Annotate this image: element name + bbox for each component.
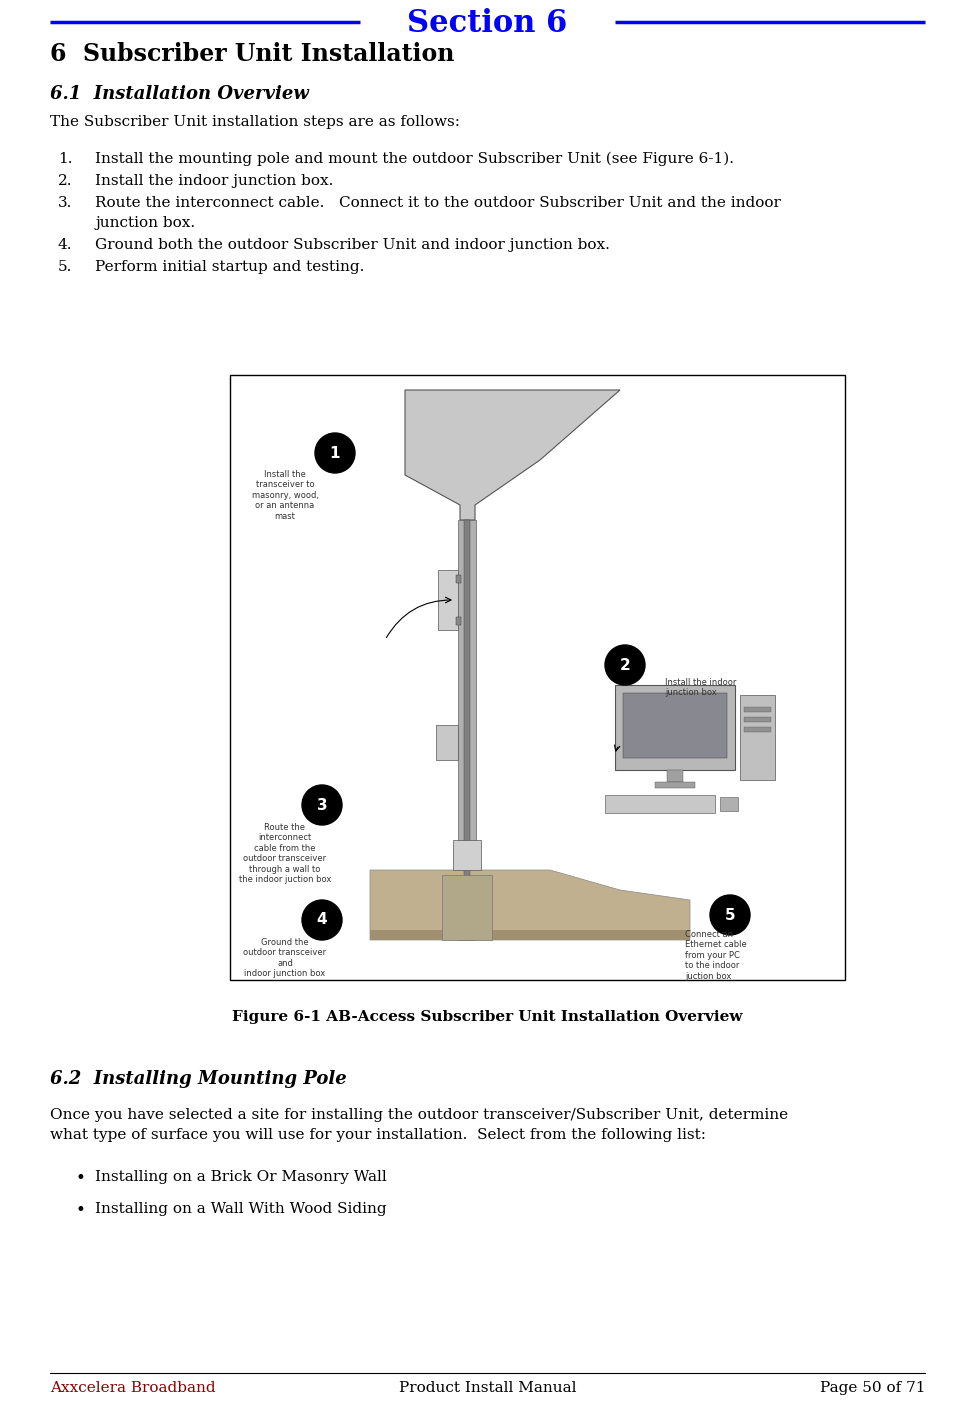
Bar [456, 617, 461, 625]
Text: 6.2  Installing Mounting Pole: 6.2 Installing Mounting Pole [50, 1070, 347, 1088]
Polygon shape [370, 930, 690, 940]
Text: Route the interconnect cable.   Connect it to the outdoor Subscriber Unit and th: Route the interconnect cable. Connect it… [95, 197, 781, 209]
Text: Installing on a Brick Or Masonry Wall: Installing on a Brick Or Masonry Wall [95, 1170, 387, 1184]
Text: 4: 4 [317, 913, 328, 927]
Bar [740, 695, 775, 780]
Text: Figure 6-1 AB-Access Subscriber Unit Installation Overview: Figure 6-1 AB-Access Subscriber Unit Ins… [232, 1010, 743, 1024]
Bar [605, 795, 715, 814]
Bar [615, 685, 735, 770]
Text: 4.: 4. [58, 238, 72, 252]
Bar [623, 693, 727, 758]
Text: Ground the
outdoor transceiver
and
indoor junction box: Ground the outdoor transceiver and indoo… [244, 938, 327, 978]
Text: •: • [75, 1170, 85, 1187]
Bar [230, 375, 845, 981]
Text: 6  Subscriber Unit Installation: 6 Subscriber Unit Installation [50, 42, 454, 67]
Text: Install the mounting pole and mount the outdoor Subscriber Unit (see Figure 6-1): Install the mounting pole and mount the … [95, 151, 734, 167]
Text: 6.1  Installation Overview: 6.1 Installation Overview [50, 85, 309, 103]
Bar [464, 519, 470, 940]
Polygon shape [370, 870, 690, 940]
Text: Ground both the outdoor Subscriber Unit and indoor junction box.: Ground both the outdoor Subscriber Unit … [95, 238, 610, 252]
Polygon shape [405, 391, 620, 519]
Text: 2: 2 [620, 658, 631, 672]
Bar [667, 770, 683, 782]
Text: Install the indoor junction box.: Install the indoor junction box. [95, 174, 333, 188]
Text: Once you have selected a site for installing the outdoor transceiver/Subscriber : Once you have selected a site for instal… [50, 1108, 788, 1122]
Circle shape [605, 645, 645, 685]
Bar [744, 717, 771, 722]
Text: Install the indoor
junction box: Install the indoor junction box [665, 678, 736, 698]
Bar [456, 574, 461, 583]
Bar [458, 519, 476, 940]
Bar [655, 782, 695, 788]
Text: 5.: 5. [58, 260, 72, 275]
Bar [744, 727, 771, 732]
Circle shape [710, 896, 750, 935]
Text: junction box.: junction box. [95, 216, 195, 231]
Bar [720, 797, 738, 811]
Text: what type of surface you will use for your installation.  Select from the follow: what type of surface you will use for yo… [50, 1128, 706, 1142]
Text: Connect an
Ethernet cable
from your PC
to the indoor
juction box: Connect an Ethernet cable from your PC t… [685, 930, 747, 981]
Text: The Subscriber Unit installation steps are as follows:: The Subscriber Unit installation steps a… [50, 115, 460, 129]
Text: Install the
transceiver to
masonry, wood,
or an antenna
mast: Install the transceiver to masonry, wood… [252, 470, 319, 521]
Text: •: • [75, 1201, 85, 1218]
Bar [453, 841, 481, 870]
Circle shape [302, 785, 342, 825]
Polygon shape [442, 874, 492, 940]
Text: Perform initial startup and testing.: Perform initial startup and testing. [95, 260, 365, 275]
Text: Route the
interconnect
cable from the
outdoor transceiver
through a wall to
the : Route the interconnect cable from the ou… [239, 824, 332, 884]
Text: Installing on a Wall With Wood Siding: Installing on a Wall With Wood Siding [95, 1201, 387, 1215]
Circle shape [302, 900, 342, 940]
Text: Product Install Manual: Product Install Manual [399, 1381, 576, 1395]
Bar [436, 724, 458, 760]
Text: 1: 1 [330, 446, 340, 460]
Circle shape [315, 433, 355, 473]
Text: 2.: 2. [58, 174, 72, 188]
Bar [744, 708, 771, 712]
Text: Axxcelera Broadband: Axxcelera Broadband [50, 1381, 215, 1395]
Text: 3: 3 [317, 798, 328, 812]
Text: 5: 5 [724, 907, 735, 923]
Text: 1.: 1. [58, 151, 72, 166]
Text: Section 6: Section 6 [408, 8, 567, 40]
Bar [438, 570, 458, 630]
Text: 3.: 3. [58, 197, 72, 209]
Text: Page 50 of 71: Page 50 of 71 [820, 1381, 925, 1395]
